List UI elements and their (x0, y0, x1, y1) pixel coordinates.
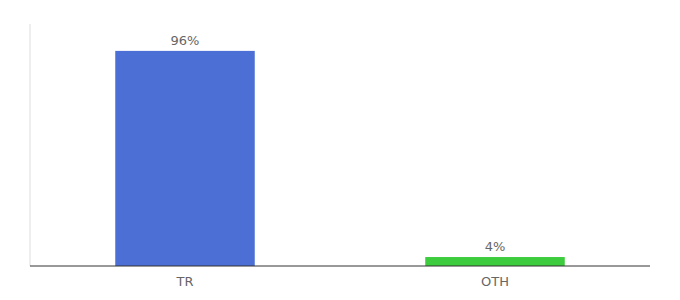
page: {"chart_data": {"type": "bar", "categori… (0, 0, 680, 300)
data-label: 4% (485, 239, 506, 254)
chart-container: 96% 4% TR OTH (0, 0, 680, 300)
x-axis-line (30, 266, 650, 267)
x-tick-label: OTH (481, 274, 509, 289)
x-tick-label: TR (176, 274, 194, 289)
bars (115, 51, 565, 266)
y-axis-line (30, 24, 31, 266)
chart-svg: 96% 4% TR OTH (0, 0, 680, 300)
bar (115, 51, 255, 266)
data-label: 96% (171, 33, 200, 48)
bar (425, 257, 565, 266)
